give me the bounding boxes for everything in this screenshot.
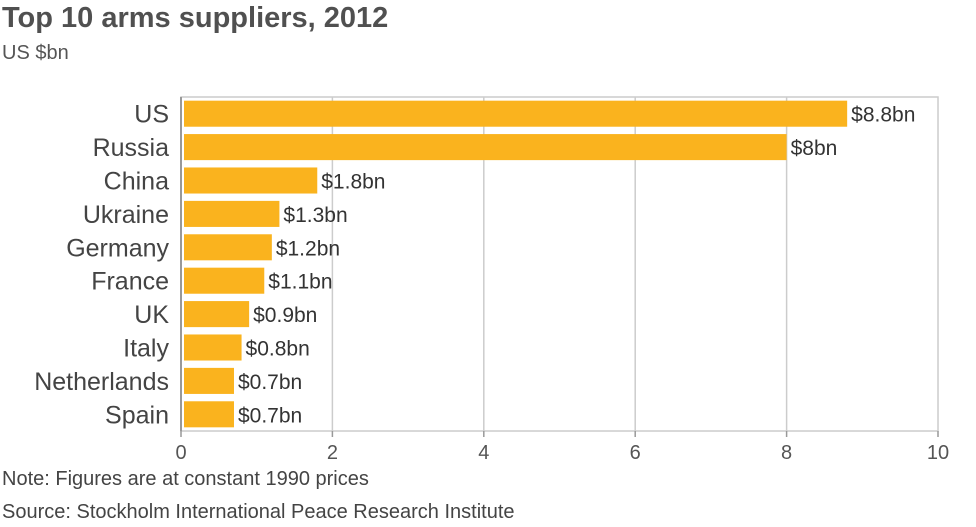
x-tick-label: 2	[327, 442, 338, 464]
data-label: $0.8bn	[246, 338, 310, 361]
category-label: Spain	[105, 401, 169, 429]
bar	[184, 234, 272, 261]
data-label: $0.7bn	[238, 404, 302, 427]
chart-source: Source: Stockholm International Peace Re…	[2, 501, 515, 523]
bar	[184, 334, 242, 361]
data-label: $1.1bn	[268, 271, 332, 294]
label-layer: US $8.8bn Russia $8bn China $1.8bn Ukraine $1.3…	[34, 101, 915, 430]
bar	[184, 200, 280, 227]
x-tick-label: 4	[478, 442, 489, 464]
x-tick-label: 10	[927, 442, 949, 464]
data-label: $0.7bn	[238, 371, 302, 394]
data-label: $1.8bn	[321, 171, 385, 194]
bar-layer	[184, 100, 848, 428]
data-label: $8.8bn	[851, 104, 915, 127]
x-tick-label: 0	[175, 442, 186, 464]
category-label: Ukraine	[83, 201, 169, 229]
bar	[184, 167, 318, 194]
data-label: $8bn	[791, 137, 838, 160]
axis-layer: 0 2 4 6 8 10	[175, 97, 949, 464]
data-label: $1.2bn	[276, 237, 340, 260]
category-label: China	[104, 168, 169, 196]
chart-subtitle: US $bn	[2, 42, 69, 64]
x-tick-label: 8	[781, 442, 792, 464]
chart-note: Note: Figures are at constant 1990 price…	[2, 468, 369, 490]
category-label: US	[134, 101, 169, 129]
category-label: Russia	[93, 134, 170, 162]
bar	[184, 100, 848, 127]
data-label: $1.3bn	[283, 204, 347, 227]
category-label: Germany	[66, 234, 169, 262]
category-label: France	[91, 268, 169, 296]
bar	[184, 267, 265, 294]
category-label: Netherlands	[34, 368, 169, 396]
category-label: UK	[134, 301, 169, 329]
chart-title: Top 10 arms suppliers, 2012	[2, 2, 389, 34]
data-label: $0.9bn	[253, 304, 317, 327]
bar	[184, 367, 234, 394]
bar	[184, 401, 234, 428]
bar	[184, 134, 787, 161]
bar	[184, 301, 250, 328]
x-tick-label: 6	[630, 442, 641, 464]
category-label: Italy	[123, 335, 169, 363]
